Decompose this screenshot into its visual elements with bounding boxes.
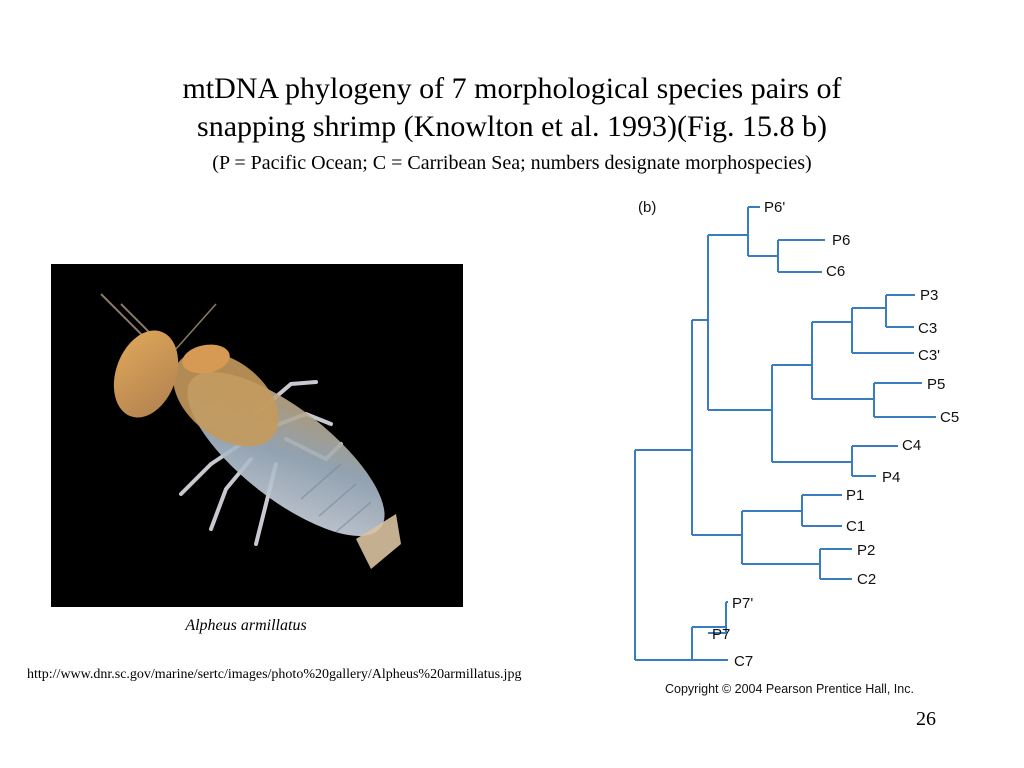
tip-label: P4 [882,469,900,486]
slide-subtitle: (P = Pacific Ocean; C = Carribean Sea; n… [212,152,812,174]
page-number: 26 [916,708,936,730]
tip-label: P7' [732,595,753,612]
tree-branches [634,206,936,661]
tip-label: C4 [902,437,921,454]
tip-label: C3 [918,320,937,337]
tip-label: P5 [927,376,945,393]
tip-label: C2 [857,571,876,588]
tip-label: C3' [918,347,940,364]
phylogeny-figure: (b) P6' P6 C6 P3 C3 C3' P5 C5 C4 P4 P1 C… [620,190,1000,710]
tip-label: C6 [826,263,845,280]
title-line-1: mtDNA phylogeny of 7 morphological speci… [182,72,842,105]
tip-label: P1 [846,487,864,504]
shrimp-illustration [51,264,463,607]
tip-label: P2 [857,542,875,559]
tip-label: P3 [920,287,938,304]
shrimp-photo [51,264,463,607]
tip-label: P7 [712,626,730,643]
tip-label: C1 [846,518,865,535]
photo-caption: Alpheus armillatus [185,617,307,634]
copyright-notice: Copyright © 2004 Pearson Prentice Hall, … [665,682,914,696]
source-url[interactable]: http://www.dnr.sc.gov/marine/sertc/image… [27,667,522,682]
tip-label: C7 [734,653,753,670]
tip-labels: P6' P6 C6 P3 C3 C3' P5 C5 C4 P4 P1 C1 P2… [712,199,959,670]
tip-label: P6' [764,199,785,216]
slide-title: mtDNA phylogeny of 7 morphological speci… [0,70,1024,146]
tip-label: C5 [940,409,959,426]
title-line-2: snapping shrimp (Knowlton et al. 1993)(F… [197,110,827,143]
panel-label: (b) [638,199,656,216]
tip-label: P6 [832,232,850,249]
phylogenetic-tree: (b) P6' P6 C6 P3 C3 C3' P5 C5 C4 P4 P1 C… [634,199,959,696]
